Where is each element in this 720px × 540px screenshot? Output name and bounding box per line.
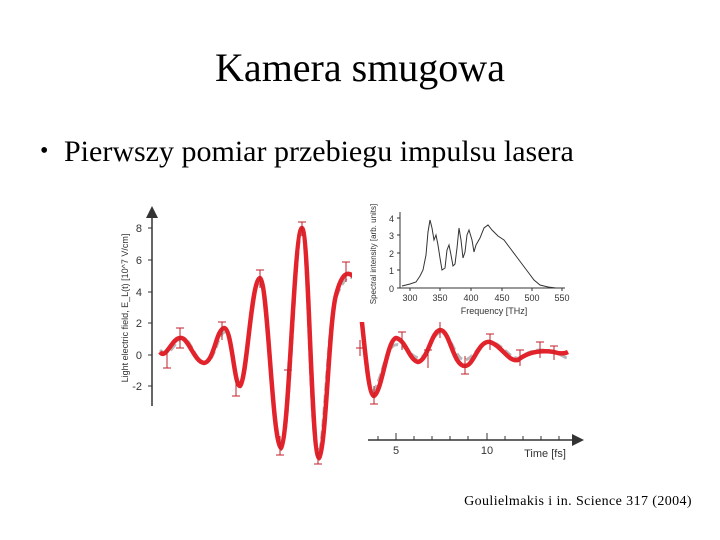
y-tick-label: 6 <box>136 255 142 267</box>
inset-x-tick: 450 <box>494 293 509 303</box>
inset-x-tick: 550 <box>554 293 569 303</box>
y-tick-label: -2 <box>132 381 142 393</box>
inset-y-tick: 1 <box>389 266 394 276</box>
inset-y-label: Spectral intensity [arb. units] <box>369 204 378 305</box>
y-tick-label: 8 <box>136 223 142 235</box>
citation: Goulielmakis i in. Science 317 (2004) <box>464 494 692 509</box>
inset-x-tick: 350 <box>432 293 447 303</box>
inset-y-tick: 0 <box>389 284 394 294</box>
main-y-ticks <box>148 227 152 387</box>
bullet-marker: • <box>40 138 49 164</box>
inset-x-tick: 400 <box>463 293 478 303</box>
electric-field-figure: 8 6 4 2 0 -2 Light electric field, E_L(t… <box>110 200 590 470</box>
inset-x-tick: 500 <box>524 293 539 303</box>
inset-x-label: Frequency [THz] <box>461 306 528 316</box>
spectrum-inset: 4 3 2 1 0 Spectral intensity [arb. units… <box>352 204 584 322</box>
bullet-item: • Pierwszy pomiar przebiegu impulsu laser… <box>40 135 574 169</box>
bullet-text: Pierwszy pomiar przebiegu impulsu lasera <box>64 135 574 168</box>
time-axis-ticks <box>377 433 560 440</box>
x-tick-label: 10 <box>481 445 493 457</box>
inset-y-tick: 2 <box>389 249 394 259</box>
error-bars <box>163 221 558 465</box>
inset-x-tick: 300 <box>402 293 417 303</box>
x-tick-label: 5 <box>393 445 399 457</box>
main-y-label: Light electric field, E_L(t) [10^7 V/cm] <box>120 234 130 383</box>
spectrum-curve <box>401 219 562 289</box>
time-axis-label: Time [fs] <box>524 448 566 460</box>
measured-field-curve <box>158 225 570 461</box>
y-tick-label: 0 <box>136 350 142 362</box>
y-tick-label: 2 <box>136 318 142 330</box>
inset-y-tick: 3 <box>389 231 394 241</box>
slide-title: Kamera smugowa <box>215 45 505 90</box>
y-tick-label: 4 <box>136 287 142 299</box>
inset-y-tick: 4 <box>389 214 394 224</box>
figure-svg: 8 6 4 2 0 -2 Light electric field, E_L(t… <box>120 204 584 465</box>
